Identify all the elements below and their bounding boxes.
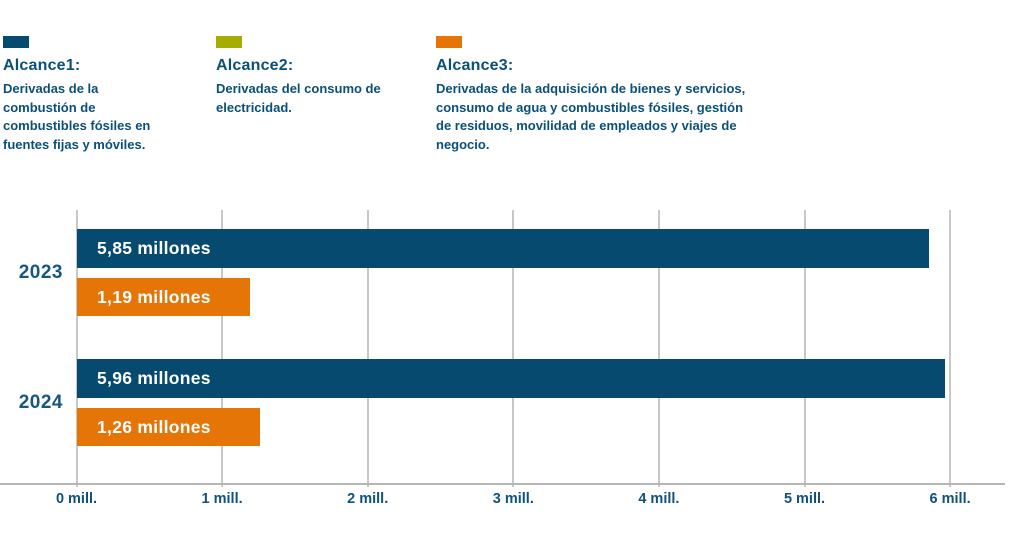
legend-item-alcance3: Alcance3: Derivadas de la adquisición de… <box>436 36 758 154</box>
gridline <box>75 210 78 487</box>
x-axis-line <box>0 483 1005 485</box>
bar-value-label: 1,26 millones <box>97 416 211 437</box>
alcance2-color-swatch <box>216 36 242 48</box>
bar-value-label: 5,85 millones <box>97 238 211 258</box>
gridline <box>949 210 952 487</box>
x-axis-tick-label: 2 mill. <box>347 491 389 507</box>
legend-title-alcance3: Alcance3: <box>436 57 514 74</box>
category-label-2024: 2024 <box>18 392 63 413</box>
legend-description-alcance1: Derivadas de la combustión de combustibl… <box>3 81 151 152</box>
alcance1-color-swatch <box>3 36 29 48</box>
legend-item-alcance2: Alcance2: Derivadas del consumo de elect… <box>216 36 402 117</box>
bar-value-label: 1,19 millones <box>97 286 211 307</box>
x-axis-tick-label: 0 mill. <box>55 491 98 507</box>
legend-title-alcance1: Alcance1: <box>3 57 81 74</box>
gridline <box>366 210 369 487</box>
alcance3-color-swatch <box>436 36 462 48</box>
x-axis-tick-label: 6 mill. <box>929 491 971 507</box>
bar-alcance-3-2024: 1,26 millones <box>77 408 261 446</box>
bar-value-label: 5,96 millones <box>97 368 211 388</box>
gridline <box>803 210 806 487</box>
x-axis-tick-label: 4 mill. <box>638 491 680 507</box>
x-axis-tick-label: 5 mill. <box>783 491 826 507</box>
legend-item-alcance1: Alcance1: Derivadas de la combustión de … <box>3 36 163 154</box>
x-axis-tick-label: 1 mill. <box>201 491 243 507</box>
bar-alcance-1-2023: 5,85 millones <box>77 229 929 268</box>
gridline <box>512 210 515 487</box>
x-axis-tick-label: 3 mill. <box>492 491 534 507</box>
bar-alcance-1-2024: 5,96 millones <box>77 359 945 398</box>
legend-title-alcance2: Alcance2: <box>216 57 294 74</box>
bar-alcance-3-2023: 1,19 millones <box>77 278 251 316</box>
legend-description-alcance2: Derivadas del consumo de electricidad. <box>216 81 381 115</box>
category-label-2023: 2023 <box>18 262 63 283</box>
gridline <box>657 210 660 487</box>
legend-description-alcance3: Derivadas de la adquisición de bienes y … <box>436 81 746 152</box>
gridline <box>221 210 224 487</box>
